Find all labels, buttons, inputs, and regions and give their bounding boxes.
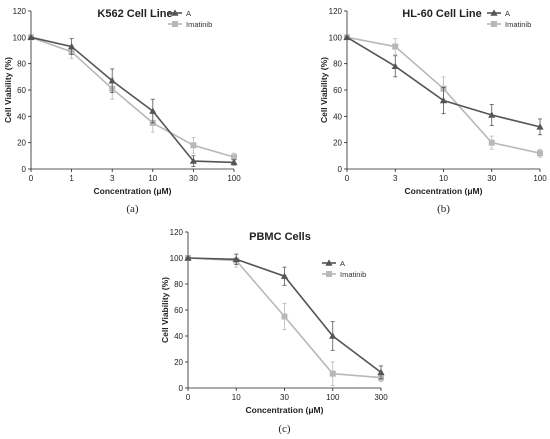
legend-entry: A (340, 259, 345, 268)
legend-entry: A (186, 9, 191, 18)
data-point (537, 150, 543, 157)
y-tick-label: 80 (17, 60, 26, 69)
y-tick-label: 120 (329, 7, 343, 16)
y-tick-label: 0 (22, 165, 27, 174)
y-tick-label: 20 (17, 139, 26, 148)
y-axis-label: Cell Viability (%) (319, 57, 329, 123)
y-tick-label: 60 (333, 86, 342, 95)
legend-swatch-marker (325, 259, 333, 266)
y-axis-label: Cell Viability (%) (160, 277, 170, 343)
data-point (68, 42, 76, 50)
y-tick-label: 100 (170, 254, 184, 263)
y-tick-label: 120 (170, 228, 184, 237)
y-tick-label: 100 (13, 33, 27, 42)
y-tick-label: 100 (329, 33, 343, 42)
chart-title: PBMC Cells (249, 231, 311, 243)
x-tick-label: 0 (29, 174, 34, 183)
data-point (184, 254, 192, 261)
x-tick-label: 0 (345, 174, 350, 183)
data-point (280, 272, 289, 279)
legend: A Imatinib (322, 259, 366, 279)
y-tick-label: 20 (333, 139, 342, 148)
legend: A Imatinib (168, 9, 212, 29)
panel-label: (b) (437, 203, 450, 215)
data-point (488, 139, 495, 146)
x-tick-label: 3 (393, 174, 398, 183)
data-point (343, 33, 351, 41)
panel-label: (a) (126, 203, 139, 215)
series-a (27, 33, 238, 167)
chart-title: HL-60 Cell Line (402, 8, 481, 20)
data-point (536, 123, 544, 130)
legend-entry: Imatinib (505, 20, 531, 29)
y-tick-label: 20 (174, 358, 183, 367)
legend-swatch-marker (491, 21, 497, 27)
x-tick-label: 100 (227, 174, 241, 183)
series-line (30, 36, 235, 158)
data-point (281, 313, 288, 320)
y-tick-label: 40 (333, 112, 342, 121)
x-tick-label: 10 (439, 174, 448, 183)
x-tick-label: 30 (189, 174, 198, 183)
y-tick-label: 40 (17, 112, 26, 121)
legend-swatch-marker (171, 9, 179, 16)
x-axis-label: Concentration (μM) (246, 405, 324, 415)
y-tick-label: 120 (13, 7, 27, 16)
y-axis-label: Cell Viability (%) (3, 57, 13, 123)
data-point (329, 332, 337, 339)
data-point (230, 158, 238, 166)
legend-entry: Imatinib (340, 270, 366, 279)
data-point (231, 154, 237, 161)
data-point (329, 370, 336, 377)
y-tick-label: 80 (174, 280, 183, 289)
chart-panel: 0 20 40 60 80 100 120 0 3 10 30 100 HL-60 Cell Line C… (319, 7, 547, 215)
series-imatinib (28, 34, 237, 162)
data-point (392, 43, 399, 50)
legend-swatch-marker (326, 271, 332, 277)
data-point (189, 157, 197, 164)
legend-swatch-marker (490, 9, 498, 16)
legend-swatch-marker (172, 21, 178, 27)
legend-entry: Imatinib (186, 20, 212, 29)
x-tick-label: 30 (280, 393, 289, 402)
data-point (108, 77, 116, 84)
y-tick-label: 0 (179, 384, 184, 393)
x-axis-label: Concentration (μM) (94, 186, 172, 196)
data-point (27, 33, 35, 41)
x-tick-label: 100 (326, 393, 340, 402)
x-axis-label: Concentration (μM) (405, 186, 483, 196)
x-tick-label: 1 (69, 174, 74, 183)
y-tick-label: 60 (17, 86, 26, 95)
data-point (391, 62, 399, 69)
x-tick-label: 30 (487, 174, 496, 183)
chart-panel: 0 20 40 60 80 100 120 0 10 30 100 300 PBMC Cells Conc… (160, 228, 388, 435)
x-tick-label: 10 (232, 393, 241, 402)
legend-entry: A (505, 9, 510, 18)
data-point (232, 255, 240, 262)
x-tick-label: 3 (110, 174, 115, 183)
series-a (184, 253, 385, 380)
data-point (377, 368, 385, 376)
data-point (190, 142, 197, 149)
x-tick-label: 10 (148, 174, 157, 183)
chart-title: K562 Cell Line (97, 8, 172, 20)
data-point (149, 107, 157, 114)
x-tick-label: 100 (533, 174, 547, 183)
y-tick-label: 40 (174, 332, 183, 341)
chart-panel: 0 20 40 60 80 100 120 0 1 3 10 30 100 K562 Cell Line C… (3, 7, 241, 215)
y-tick-label: 60 (174, 306, 183, 315)
y-tick-label: 80 (333, 60, 342, 69)
y-tick-label: 0 (338, 165, 343, 174)
legend: A Imatinib (487, 9, 531, 29)
data-point (488, 111, 496, 118)
x-tick-label: 0 (186, 393, 191, 402)
data-point (439, 96, 448, 104)
panel-label: (c) (278, 423, 291, 435)
series-a (343, 33, 544, 136)
x-tick-label: 300 (374, 393, 388, 402)
series-line (30, 36, 235, 164)
